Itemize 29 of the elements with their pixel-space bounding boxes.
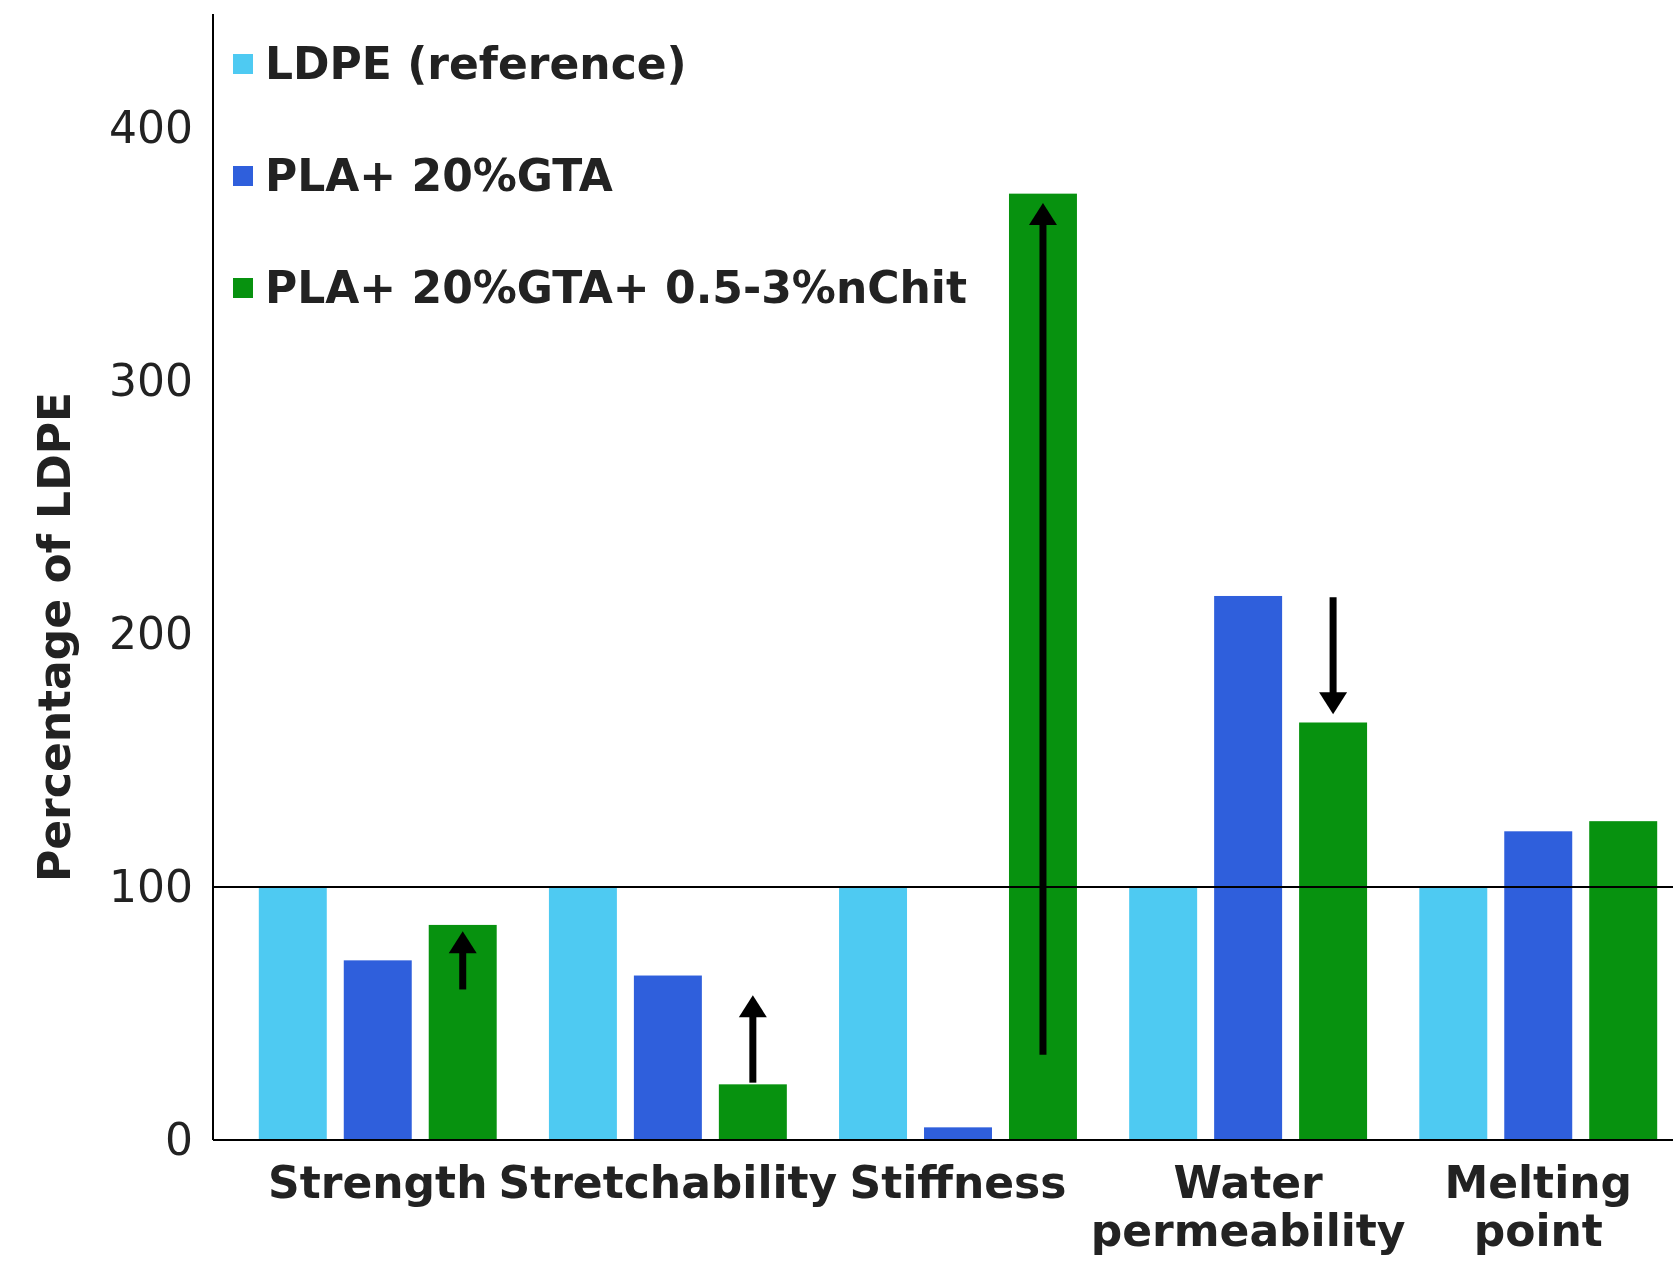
bar: [1299, 722, 1368, 1140]
y-tick-label: 0: [165, 1114, 193, 1166]
bar: [1504, 831, 1573, 1140]
bar: [1589, 821, 1658, 1140]
bar: [718, 1084, 787, 1140]
bar: [548, 886, 617, 1140]
x-tick-label: Melting point: [1444, 1157, 1633, 1257]
legend-label: LDPE (reference): [265, 38, 687, 90]
legend-label: PLA+ 20%GTA+ 0.5-3%nChit: [265, 262, 967, 314]
y-tick-label: 200: [109, 608, 193, 660]
bar: [633, 975, 702, 1140]
x-tick-label: Stiffness: [849, 1157, 1067, 1208]
legend-label: PLA+ 20%GTA: [265, 150, 613, 202]
bar: [1214, 595, 1283, 1140]
bar: [343, 960, 412, 1140]
y-tick-label: 300: [109, 355, 193, 407]
y-tick-label: 400: [109, 102, 193, 154]
bar: [428, 924, 497, 1140]
x-tick-label: Strength: [268, 1157, 488, 1208]
bar: [1419, 886, 1488, 1140]
x-tick-label: Water permeability: [1090, 1157, 1406, 1257]
bar: [839, 886, 908, 1140]
bar: [1129, 886, 1198, 1140]
bar: [924, 1127, 992, 1140]
x-tick-label: Stretchability: [498, 1157, 838, 1208]
y-tick-label: 100: [109, 861, 193, 913]
y-axis-title: Percentage of LDPE: [29, 392, 80, 882]
bar: [258, 886, 327, 1140]
bar: [1008, 193, 1077, 1140]
